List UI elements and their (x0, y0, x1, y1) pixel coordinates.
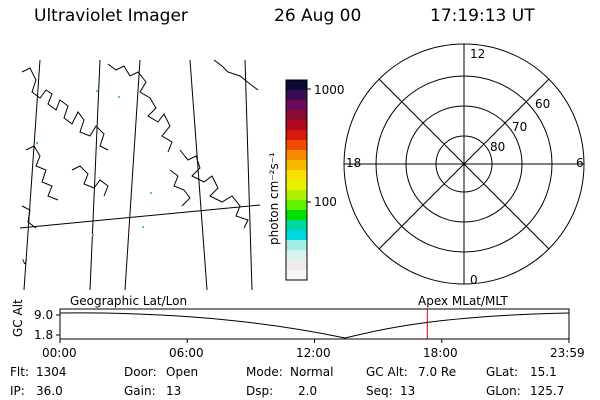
colorbar-segment (286, 200, 307, 211)
door-label: Door: (124, 365, 157, 379)
colorbar-tick-label-1000: 1000 (314, 83, 345, 97)
colorbar-segment (286, 240, 307, 251)
dsp-value: 2.0 (298, 384, 318, 398)
map-dot (92, 234, 94, 236)
map-dot (150, 192, 152, 194)
mode-label: Mode: (246, 365, 283, 379)
colorbar-segment (286, 90, 307, 101)
mlt-label-0: 0 (470, 273, 478, 287)
timeline-y-tick-label: 9.0 (34, 308, 54, 322)
colorbar-segment (286, 230, 307, 241)
colorbar-segment (286, 210, 307, 221)
colorbar-segment (286, 110, 307, 121)
colorbar-segment (286, 80, 307, 91)
map-coastline (169, 169, 191, 207)
map-meridian (244, 59, 253, 291)
mlt-label-12: 12 (470, 47, 486, 61)
timeline-x-tick-label: 18:00 (423, 346, 458, 360)
colorbar-segment (286, 100, 307, 111)
gain-label: Gain: (124, 384, 156, 398)
colorbar-tick-label-100: 100 (314, 195, 337, 209)
mlt-label-6: 6 (576, 156, 584, 170)
colorbar-segment (286, 250, 307, 261)
polar-diagonal (378, 78, 550, 250)
gain-value: 13 (166, 384, 182, 398)
flt-label: Flt: (10, 365, 29, 379)
map-dot (142, 226, 144, 228)
door-value: Open (166, 365, 199, 379)
map-coastline (179, 149, 249, 229)
colorbar-segment (286, 220, 307, 231)
colorbar-segment (286, 150, 307, 161)
map-coastline (213, 59, 259, 91)
map-coastline (107, 63, 173, 153)
colorbar-segment (286, 180, 307, 191)
header-date: 26 Aug 00 (274, 6, 362, 26)
altitude-curve (59, 312, 570, 339)
header-time: 17:19:13 UT (430, 6, 535, 26)
timeline-x-tick-label: 06:00 (169, 346, 204, 360)
colorbar-segment (286, 170, 307, 181)
map-meridian (89, 59, 101, 291)
map-edge-mark: v (22, 257, 28, 267)
timeline-x-tick-label: 00:00 (42, 346, 77, 360)
glat-value: 15.1 (530, 365, 557, 379)
colorbar-segment (286, 120, 307, 131)
geo-map-label: Geographic Lat/Lon (70, 294, 188, 308)
timeline-x-tick-label: 12:00 (296, 346, 331, 360)
timeline-x-tick-label: 23:59 (550, 346, 585, 360)
map-coastline (21, 67, 109, 151)
colorbar-segment (286, 270, 307, 281)
glat-label: GLat: (486, 365, 519, 379)
seq-value: 13 (400, 384, 416, 398)
flt-value: 1304 (36, 365, 67, 379)
colorbar-segment (286, 190, 307, 201)
colorbar-segment (286, 140, 307, 151)
colorbar-segment (286, 160, 307, 171)
ip-label: IP: (10, 384, 25, 398)
map-coastline (71, 165, 109, 197)
ip-value: 36.0 (36, 384, 63, 398)
timeline-axis-label: GC Alt (11, 299, 25, 337)
map-coastline (25, 145, 59, 201)
app-title: Ultraviolet Imager (34, 6, 188, 26)
map-meridian (124, 59, 141, 291)
seq-label: Seq: (366, 384, 393, 398)
map-dot (96, 90, 98, 92)
mlat-label-70: 70 (512, 120, 528, 134)
timeline-y-tick-label: 1.8 (34, 328, 54, 342)
glon-label: GLon: (486, 384, 521, 398)
map-meridian (23, 59, 41, 291)
dsp-label: Dsp: (246, 384, 274, 398)
map-dot (118, 96, 120, 98)
map-dot (36, 142, 38, 144)
mlat-label-60: 60 (535, 97, 551, 111)
colorbar-frame (285, 79, 308, 281)
colorbar-segment (286, 260, 307, 271)
polar-plot-label: Apex MLat/MLT (418, 294, 508, 308)
gc-alt-value: 7.0 Re (418, 365, 457, 379)
gc-alt-label: GC Alt: (366, 365, 408, 379)
mlat-label-80: 80 (490, 140, 506, 154)
glon-value: 125.7 (530, 384, 565, 398)
mlt-label-18: 18 (346, 156, 362, 170)
mode-value: Normal (290, 365, 334, 379)
map-parallel (19, 204, 261, 229)
colorbar-segment (286, 130, 307, 141)
map-meridian (189, 59, 208, 291)
map-coastline (21, 205, 37, 229)
